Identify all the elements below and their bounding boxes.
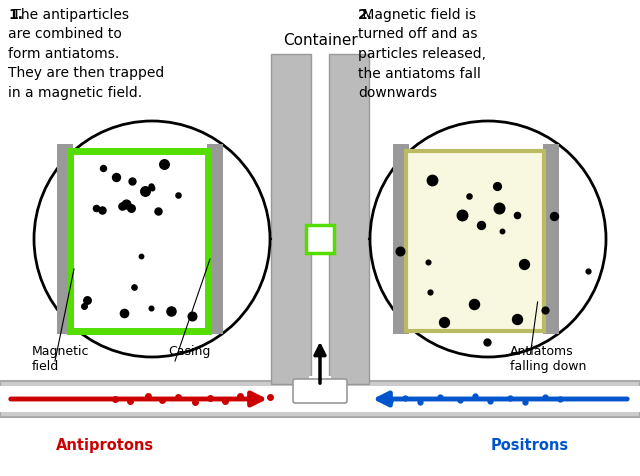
Text: Antiatoms
falling down: Antiatoms falling down [510, 344, 586, 372]
Bar [271, 55, 311, 384]
Bar [207, 145, 223, 334]
Bar [57, 145, 73, 334]
Text: The antiparticles
are combined to
form antiatoms.
They are then trapped
in a mag: The antiparticles are combined to form a… [8, 8, 164, 100]
Bar [0, 386, 640, 412]
Bar [306, 226, 334, 253]
Text: Magnetic
field: Magnetic field [32, 344, 90, 372]
Text: 2.: 2. [358, 8, 373, 22]
Text: Antiprotons: Antiprotons [56, 437, 154, 452]
Bar [0, 381, 640, 417]
Bar [543, 145, 559, 334]
Circle shape [34, 122, 270, 357]
Bar [329, 55, 369, 384]
Bar [70, 152, 208, 331]
Text: Container: Container [283, 33, 357, 48]
FancyBboxPatch shape [293, 379, 347, 403]
Bar [406, 152, 544, 331]
Bar [309, 376, 331, 386]
Text: Positrons: Positrons [491, 437, 569, 452]
Text: Magnetic field is
turned off and as
particles released,
the antiatoms fall
downw: Magnetic field is turned off and as part… [358, 8, 486, 100]
Text: Casing: Casing [168, 344, 211, 357]
Bar [393, 145, 409, 334]
Circle shape [370, 122, 606, 357]
Text: 1.: 1. [8, 8, 23, 22]
